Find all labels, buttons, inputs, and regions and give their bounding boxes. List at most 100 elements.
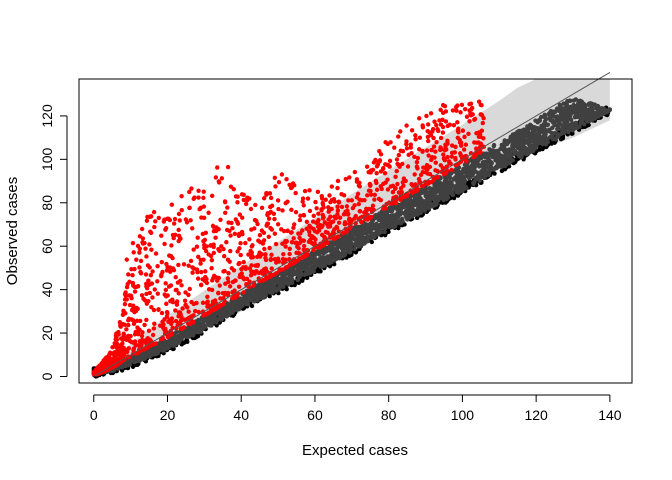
point-excess [121, 309, 126, 314]
point-expected [563, 116, 569, 121]
point-excess [352, 169, 358, 175]
point-expected [581, 104, 586, 109]
point-expected [529, 149, 534, 154]
point-excess [301, 213, 307, 218]
point-expected [533, 118, 538, 123]
point-expected [408, 208, 414, 213]
point-excess [126, 346, 132, 351]
point-excess [266, 216, 272, 221]
point-expected [381, 223, 386, 229]
point-excess [268, 274, 273, 279]
point-excess [316, 228, 322, 233]
x-tick-label: 0 [90, 407, 98, 423]
point-expected [540, 141, 545, 147]
point-excess [400, 180, 405, 185]
point-excess [152, 341, 158, 347]
point-expected [332, 242, 337, 247]
point-excess [134, 257, 139, 262]
point-excess [378, 169, 384, 174]
point-excess [443, 171, 449, 176]
point-excess [110, 345, 115, 350]
point-expected [267, 283, 272, 288]
point-excess [179, 317, 184, 323]
point-expected [555, 107, 561, 113]
point-excess [296, 250, 301, 256]
point-excess [346, 198, 351, 203]
point-excess [448, 161, 453, 166]
point-excess [344, 204, 350, 209]
point-excess [187, 205, 192, 211]
point-excess [209, 287, 215, 293]
point-expected [426, 192, 431, 198]
point-expected [335, 251, 340, 257]
point-expected [438, 180, 443, 186]
point-excess [269, 266, 274, 271]
point-excess [374, 180, 379, 186]
point-excess [231, 187, 236, 192]
point-excess [397, 164, 402, 169]
point-excess [335, 208, 341, 213]
point-excess [221, 301, 227, 306]
point-excess [237, 246, 242, 251]
point-excess [228, 233, 233, 238]
point-excess [451, 122, 457, 128]
point-excess [174, 302, 180, 307]
point-expected [557, 119, 562, 125]
point-excess [147, 265, 152, 270]
point-excess [455, 128, 461, 133]
point-excess [159, 259, 164, 265]
point-expected [365, 239, 370, 244]
point-excess [381, 165, 386, 171]
point-excess [265, 221, 271, 226]
point-excess [332, 214, 337, 220]
point-excess [190, 270, 195, 275]
point-expected [388, 224, 394, 229]
point-excess [253, 263, 258, 268]
point-excess [301, 247, 306, 252]
point-expected [413, 197, 419, 202]
point-excess [307, 188, 312, 193]
point-excess [417, 116, 422, 121]
point-excess [334, 225, 340, 231]
point-expected [397, 212, 403, 217]
point-expected [369, 221, 374, 227]
point-excess [155, 279, 160, 284]
point-excess [223, 210, 228, 215]
reference-line [93, 72, 611, 377]
point-excess [152, 287, 157, 292]
point-excess [198, 257, 203, 263]
point-excess [342, 220, 348, 225]
point-excess [267, 191, 273, 196]
y-tick-label: 120 [39, 104, 55, 128]
y-tick-label: 40 [39, 282, 55, 298]
point-expected [304, 264, 310, 269]
point-excess [226, 279, 231, 285]
point-excess [356, 183, 362, 188]
point-excess [323, 197, 328, 202]
point-excess [472, 140, 477, 145]
point-expected [483, 162, 488, 167]
point-excess [174, 299, 180, 304]
point-excess [339, 204, 345, 210]
point-expected [444, 182, 450, 188]
x-tick-label: 100 [451, 407, 475, 423]
point-excess [449, 154, 455, 159]
point-excess [129, 307, 135, 313]
point-expected [359, 229, 365, 234]
point-excess [431, 177, 436, 182]
point-excess [139, 342, 144, 347]
point-expected [488, 150, 493, 155]
point-expected [281, 278, 287, 283]
point-expected [349, 241, 355, 247]
point-excess [130, 273, 135, 278]
point-expected [298, 260, 304, 265]
point-excess [379, 186, 384, 192]
point-excess [153, 219, 158, 224]
point-excess [386, 162, 391, 168]
point-excess [438, 135, 444, 141]
point-excess [128, 293, 134, 298]
x-tick-label: 20 [160, 407, 176, 423]
point-excess [137, 339, 143, 344]
y-tick-label: 100 [39, 147, 55, 171]
